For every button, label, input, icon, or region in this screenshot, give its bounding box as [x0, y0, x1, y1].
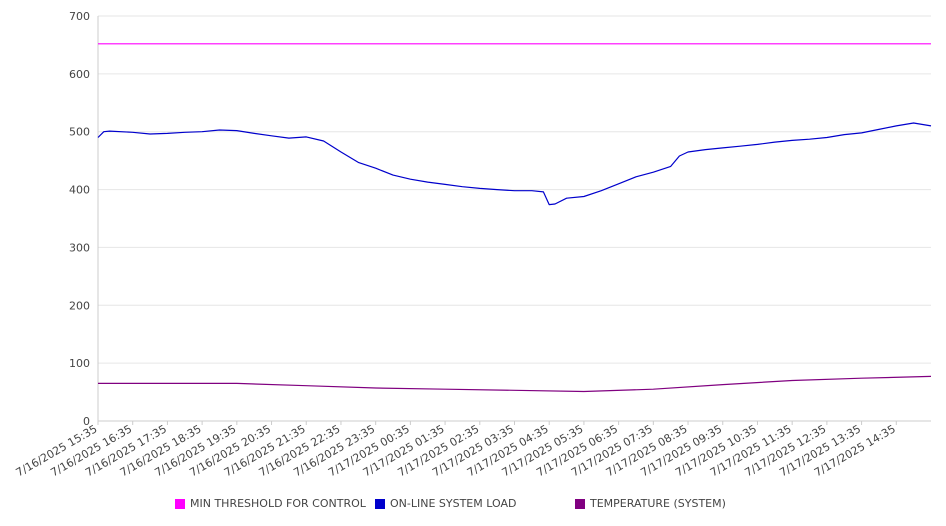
gridlines: [98, 15, 931, 422]
legend-swatch-system-load: [375, 498, 385, 509]
legend-swatch-temperature: [575, 498, 585, 509]
y-tick-label: 100: [69, 357, 90, 370]
y-tick-label: 200: [69, 299, 90, 312]
legend-swatch-min-threshold: [175, 498, 185, 509]
y-tick-label: 400: [69, 184, 90, 197]
y-axis: 0 100 200 300 400 500 600 700: [69, 10, 99, 428]
legend-item-system-load[interactable]: ON-LINE SYSTEM LOAD: [375, 497, 516, 510]
series-line-1: [97, 122, 932, 206]
y-tick-label: 0: [83, 415, 90, 428]
legend: MIN THRESHOLD FOR CONTROL ON-LINE SYSTEM…: [0, 497, 946, 515]
y-tick-label: 700: [69, 10, 90, 23]
series-lines: [97, 43, 932, 393]
y-tick-label: 300: [69, 241, 90, 254]
legend-item-min-threshold[interactable]: MIN THRESHOLD FOR CONTROL: [175, 497, 366, 510]
y-tick-label: 600: [69, 68, 90, 81]
x-axis: 7/16/2025 15:357/16/2025 16:357/16/2025 …: [14, 420, 931, 479]
legend-item-temperature[interactable]: TEMPERATURE (SYSTEM): [575, 497, 726, 510]
series-line-2: [98, 375, 932, 393]
legend-label-system-load: ON-LINE SYSTEM LOAD: [390, 497, 517, 510]
legend-label-min-threshold: MIN THRESHOLD FOR CONTROL: [190, 497, 366, 510]
y-tick-label: 500: [69, 126, 90, 139]
legend-label-temperature: TEMPERATURE (SYSTEM): [590, 497, 726, 510]
